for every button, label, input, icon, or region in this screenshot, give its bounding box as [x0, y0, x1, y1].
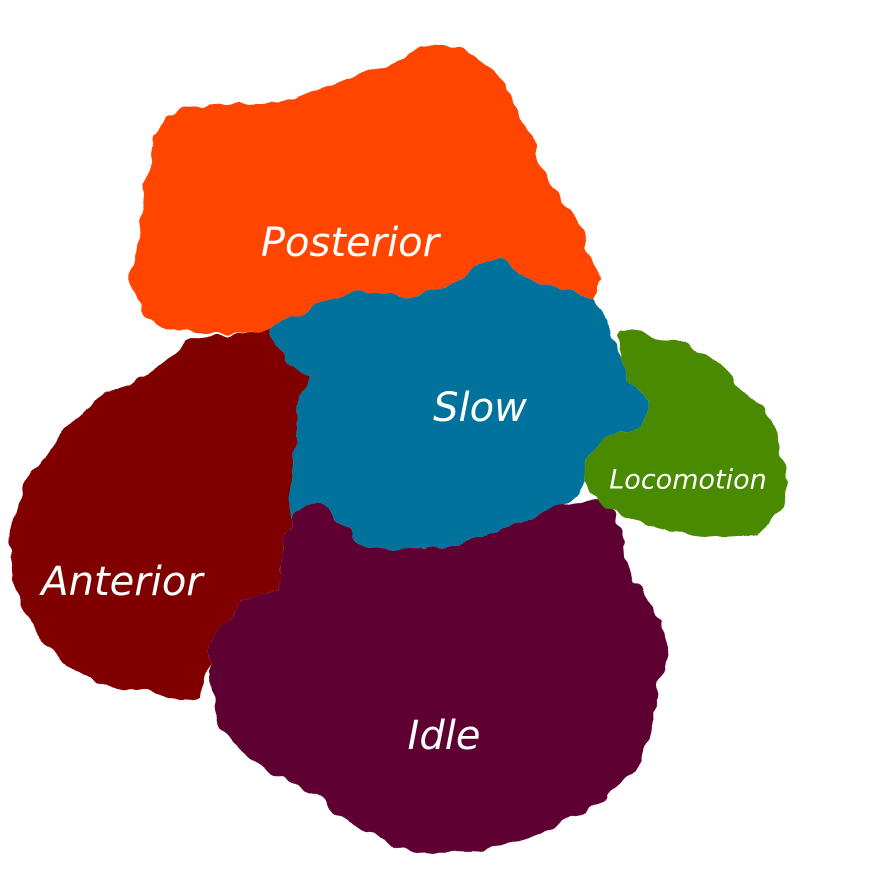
label-slow: Slow: [433, 385, 527, 431]
region-idle[interactable]: [208, 501, 668, 855]
label-locomotion: Locomotion: [609, 465, 766, 496]
region-posterior[interactable]: [131, 44, 599, 334]
label-posterior: Posterior: [261, 220, 442, 266]
region-slow[interactable]: [270, 257, 651, 550]
region-locomotion[interactable]: [583, 330, 787, 539]
region-anterior[interactable]: [11, 330, 310, 702]
label-anterior: Anterior: [38, 559, 205, 605]
label-idle: Idle: [408, 713, 481, 759]
region-shapes: [11, 44, 787, 855]
